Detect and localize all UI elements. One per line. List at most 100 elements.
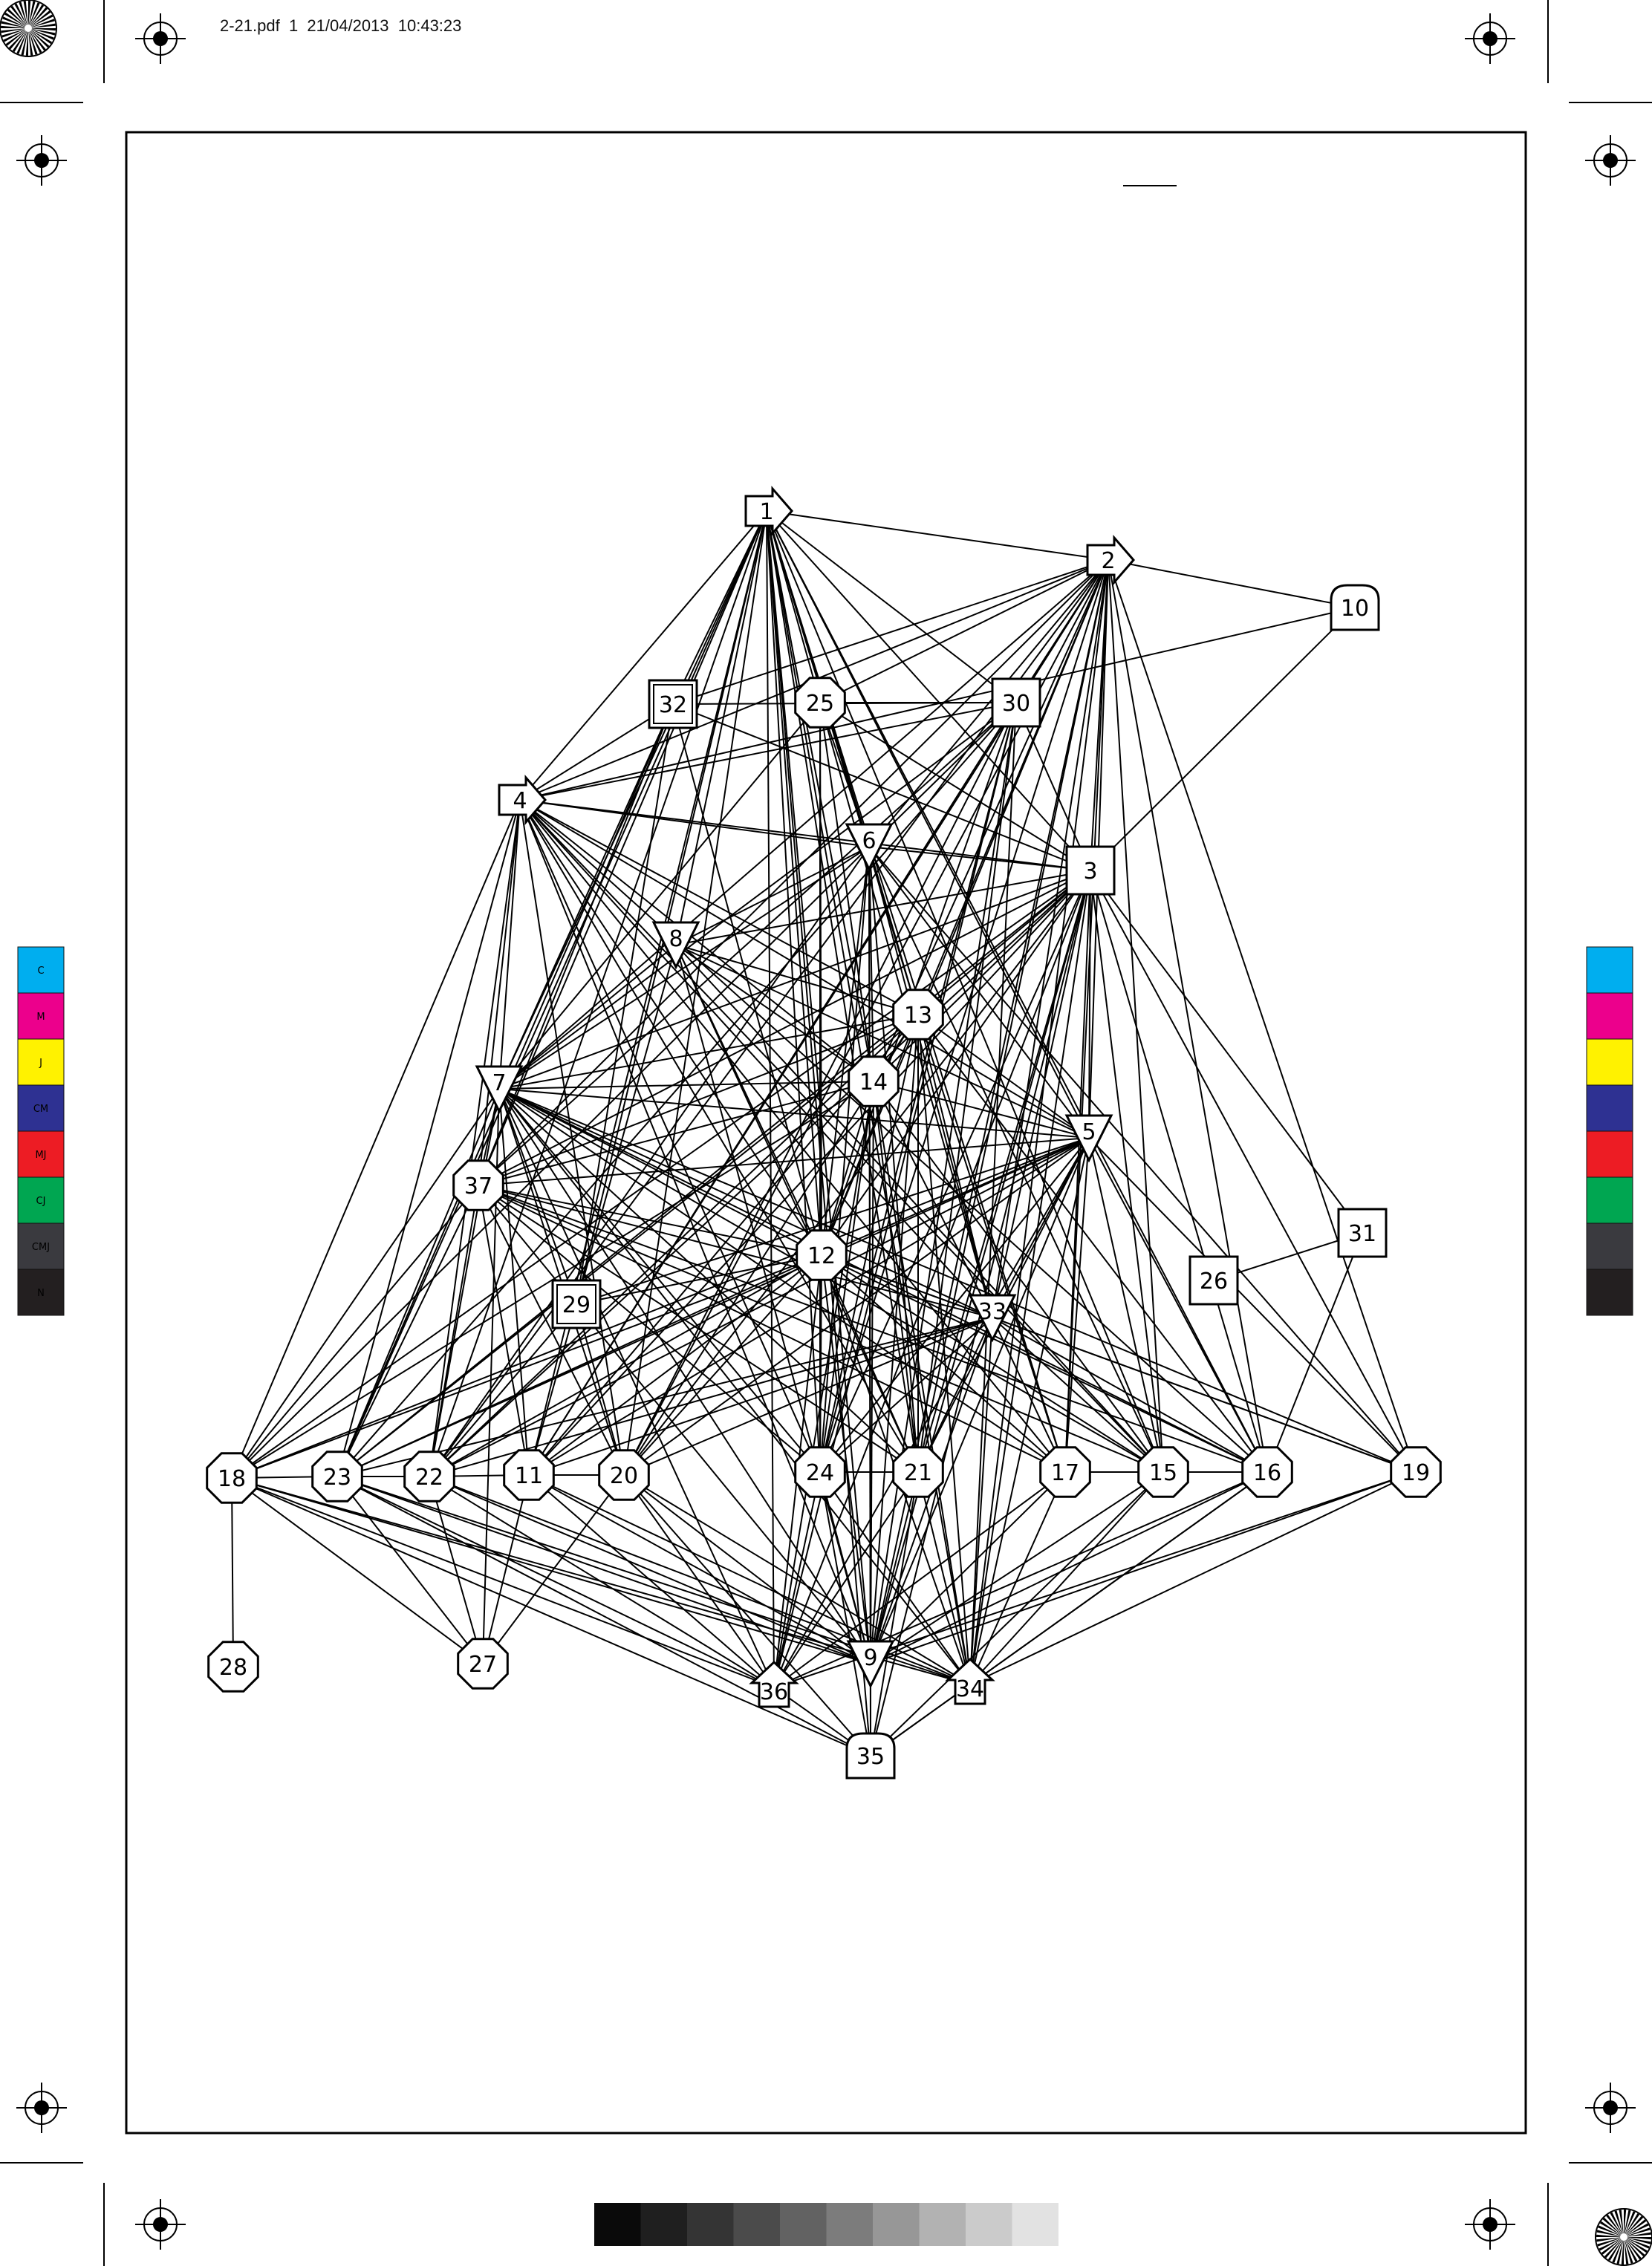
edge-30-12 [821,702,1017,1256]
edge-13-23 [336,1014,919,1477]
edge-8-14 [675,944,874,1082]
edge-3-18 [231,870,1091,1479]
edge-12-20 [623,1254,822,1476]
edge-31-16 [1266,1232,1363,1473]
edge-33-20 [623,1317,993,1476]
edge-5-11 [528,1137,1090,1476]
edge-8-5 [675,944,1090,1139]
node-7: 7 [475,1065,524,1114]
node-8: 8 [651,921,700,970]
edge-2-33 [992,559,1109,1318]
edge-1-37 [478,510,767,1186]
gray-patch [919,2203,966,2246]
node-26: 26 [1188,1255,1239,1306]
node-label: 19 [1402,1460,1430,1486]
edge-3-14 [873,870,1091,1082]
edge-12-15 [821,1254,1164,1473]
edge-15-35 [870,1471,1164,1757]
edge-33-19 [992,1317,1417,1473]
edge-1-23 [336,510,767,1477]
edge-13-5 [917,1014,1090,1139]
edge-3-20 [623,870,1091,1476]
edge-3-23 [336,870,1091,1477]
node-label: 29 [562,1292,591,1318]
node-31: 31 [1337,1208,1388,1258]
edge-2-21 [917,559,1109,1473]
edge-1-24 [766,510,821,1473]
edge-30-4 [519,702,1017,801]
edge-14-36 [773,1081,874,1688]
edge-11-27 [482,1474,530,1664]
node-label: 33 [978,1299,1007,1325]
edge-33-24 [819,1317,993,1473]
edge-13-17 [917,1014,1066,1473]
edge-14-34 [873,1081,971,1685]
registration-mark [16,135,67,186]
edge-24-35 [819,1471,871,1757]
edge-20-36 [623,1474,775,1688]
edge-12-21 [821,1254,919,1473]
edge-22-36 [429,1476,775,1688]
node-label: 36 [760,1679,788,1705]
edge-8-29 [576,944,677,1305]
edge-30-9 [870,702,1017,1664]
color-patch [1586,1038,1633,1086]
edge-14-7 [498,1081,874,1090]
edge-13-33 [917,1014,993,1318]
node-29: 29 [551,1279,602,1329]
edge-24-36 [773,1471,821,1688]
edge-7-21 [498,1088,919,1473]
edge-6-22 [429,846,870,1477]
edge-7-11 [498,1088,530,1476]
node-33: 33 [968,1294,1017,1343]
edge-4-18 [231,799,521,1479]
edge-32-7 [498,703,674,1090]
node-25: 25 [794,677,846,729]
edge-7-17 [498,1088,1066,1473]
registration-mark [1465,2199,1515,2250]
node-label: 13 [904,1003,932,1029]
edge-14-12 [821,1081,874,1256]
edge-37-24 [478,1185,821,1473]
node-21: 21 [892,1446,944,1498]
node-label: 17 [1051,1460,1079,1486]
edge-6-8 [675,846,870,945]
node-2: 2 [1086,534,1135,586]
edge-7-19 [498,1088,1417,1473]
edge-6-18 [231,846,870,1479]
color-patch [17,946,65,994]
node-label: 20 [610,1463,638,1489]
color-patch-label: N [37,1288,45,1299]
node-10: 10 [1330,584,1380,631]
edge-7-18 [231,1088,500,1479]
edge-13-37 [478,1014,919,1186]
edge-20-35 [623,1474,871,1757]
edge-37-17 [478,1185,1066,1473]
node-label: 10 [1341,596,1369,622]
node-label: 31 [1348,1221,1376,1247]
edge-4-3 [519,799,1091,871]
edge-33-34 [969,1317,993,1685]
edge-1-2 [766,510,1109,561]
node-15: 15 [1137,1446,1189,1498]
edge-31-3 [1090,870,1363,1234]
color-patch [1586,1269,1633,1316]
edge-32-37 [478,703,674,1186]
edge-1-7 [498,510,767,1090]
edge-30-3 [1015,702,1091,871]
node-label: 7 [492,1070,506,1096]
color-patch [17,1269,65,1316]
node-label: 35 [856,1744,885,1770]
node-19: 19 [1390,1446,1442,1498]
registration-mark [1585,135,1636,186]
edge-30-34 [969,702,1017,1685]
node-label: 16 [1253,1460,1281,1486]
edge-1-4 [519,510,767,801]
edge-19-34 [969,1471,1417,1685]
edge-4-16 [519,799,1268,1473]
registration-mark [1465,13,1515,64]
node-label: 22 [415,1465,443,1491]
node-label: 37 [464,1173,492,1199]
edge-14-37 [478,1081,874,1186]
registration-mark [135,2199,186,2250]
